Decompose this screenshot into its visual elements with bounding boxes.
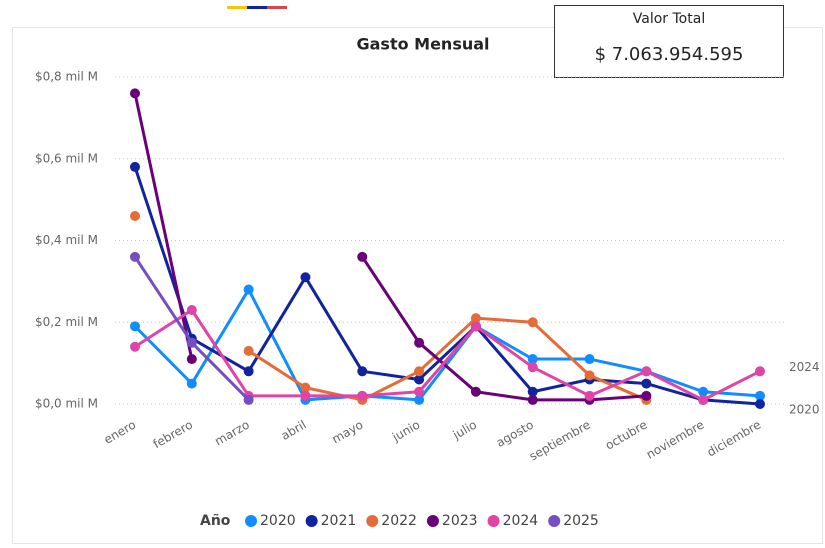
decor bbox=[227, 6, 247, 9]
data-point bbox=[357, 390, 368, 401]
legend-swatch bbox=[245, 515, 257, 527]
x-tick-label: marzo bbox=[212, 418, 252, 449]
data-point bbox=[130, 210, 140, 221]
legend-label: 2021 bbox=[321, 513, 357, 529]
data-point bbox=[527, 354, 538, 365]
x-tick-label: septiembre bbox=[527, 418, 593, 464]
legend-swatch bbox=[305, 515, 318, 527]
data-point bbox=[414, 386, 425, 397]
legend-label: 2023 bbox=[442, 513, 478, 529]
series-line bbox=[247, 316, 647, 402]
data-point bbox=[186, 378, 197, 389]
data-point bbox=[300, 272, 311, 283]
decor bbox=[247, 6, 267, 9]
x-tick-label: enero bbox=[101, 418, 138, 447]
data-point bbox=[300, 390, 311, 401]
data-point bbox=[186, 337, 197, 348]
data-point bbox=[698, 386, 709, 397]
x-tick-label: agosto bbox=[494, 418, 536, 450]
data-point bbox=[186, 304, 197, 315]
series-line bbox=[133, 166, 761, 406]
chart-title: Gasto Mensual bbox=[356, 35, 489, 54]
data-point bbox=[130, 321, 140, 332]
data-point bbox=[186, 354, 197, 365]
card-value: $ 7.063.954.595 bbox=[595, 44, 744, 65]
data-point bbox=[130, 88, 140, 99]
data-point bbox=[584, 354, 595, 365]
data-point bbox=[357, 251, 368, 262]
data-point bbox=[584, 370, 595, 381]
data-point bbox=[641, 390, 652, 401]
legend-label: 2022 bbox=[381, 513, 417, 529]
y-tick-label: $0,8 mil M bbox=[35, 70, 98, 84]
data-point bbox=[755, 390, 765, 401]
y-tick-label: $0,2 mil M bbox=[35, 315, 98, 329]
series-line bbox=[133, 93, 647, 402]
data-point bbox=[414, 366, 425, 377]
x-tick-label: noviembre bbox=[644, 418, 707, 462]
series-line bbox=[134, 308, 761, 402]
data-point bbox=[414, 337, 425, 348]
card bbox=[554, 5, 784, 78]
data-point bbox=[130, 251, 140, 262]
data-point bbox=[243, 284, 254, 295]
legend-label: 2024 bbox=[503, 513, 539, 529]
legend-swatch bbox=[487, 515, 500, 527]
data-point bbox=[357, 366, 368, 377]
series-line bbox=[133, 256, 250, 401]
data-point bbox=[527, 317, 538, 328]
data-point bbox=[527, 394, 538, 405]
x-tick-label: febrero bbox=[151, 418, 195, 452]
legend-swatch bbox=[366, 515, 379, 527]
data-point bbox=[470, 386, 481, 397]
data-point bbox=[414, 374, 425, 385]
x-tick-label: abril bbox=[279, 418, 309, 443]
data-point bbox=[470, 313, 481, 324]
data-point bbox=[300, 382, 311, 393]
x-tick-label: junio bbox=[389, 418, 422, 445]
data-point bbox=[641, 366, 652, 377]
visual-frame bbox=[12, 27, 823, 544]
data-point bbox=[243, 345, 254, 356]
legend-title: Año bbox=[200, 513, 231, 529]
legend-label: 2025 bbox=[563, 513, 599, 529]
legend-label: 2020 bbox=[260, 513, 296, 529]
x-tick-label: julio bbox=[450, 418, 479, 443]
data-point bbox=[130, 341, 140, 352]
y-tick-label: $0,0 mil M bbox=[35, 397, 98, 411]
data-point bbox=[243, 366, 254, 377]
data-point bbox=[414, 394, 425, 405]
data-point bbox=[130, 161, 140, 172]
card-label: Valor Total bbox=[633, 11, 705, 27]
y-tick-label: $0,6 mil M bbox=[35, 151, 98, 165]
data-point bbox=[698, 394, 709, 405]
data-point bbox=[755, 366, 765, 377]
data-point bbox=[470, 321, 481, 332]
legend-swatch bbox=[426, 515, 439, 527]
data-point bbox=[527, 362, 538, 373]
data-point bbox=[755, 399, 765, 409]
y-tick-label: $0,4 mil M bbox=[35, 233, 98, 247]
x-tick-label: octubre bbox=[603, 418, 650, 453]
end-label: 2024 bbox=[789, 360, 820, 374]
x-tick-label: mayo bbox=[330, 418, 366, 447]
data-point bbox=[584, 390, 595, 401]
legend-swatch bbox=[548, 515, 561, 527]
decor bbox=[267, 6, 287, 9]
end-label: 2020 bbox=[789, 402, 820, 416]
data-point bbox=[527, 386, 538, 397]
data-point bbox=[641, 378, 652, 389]
x-tick-label: diciembre bbox=[705, 418, 764, 460]
data-point bbox=[243, 394, 254, 405]
